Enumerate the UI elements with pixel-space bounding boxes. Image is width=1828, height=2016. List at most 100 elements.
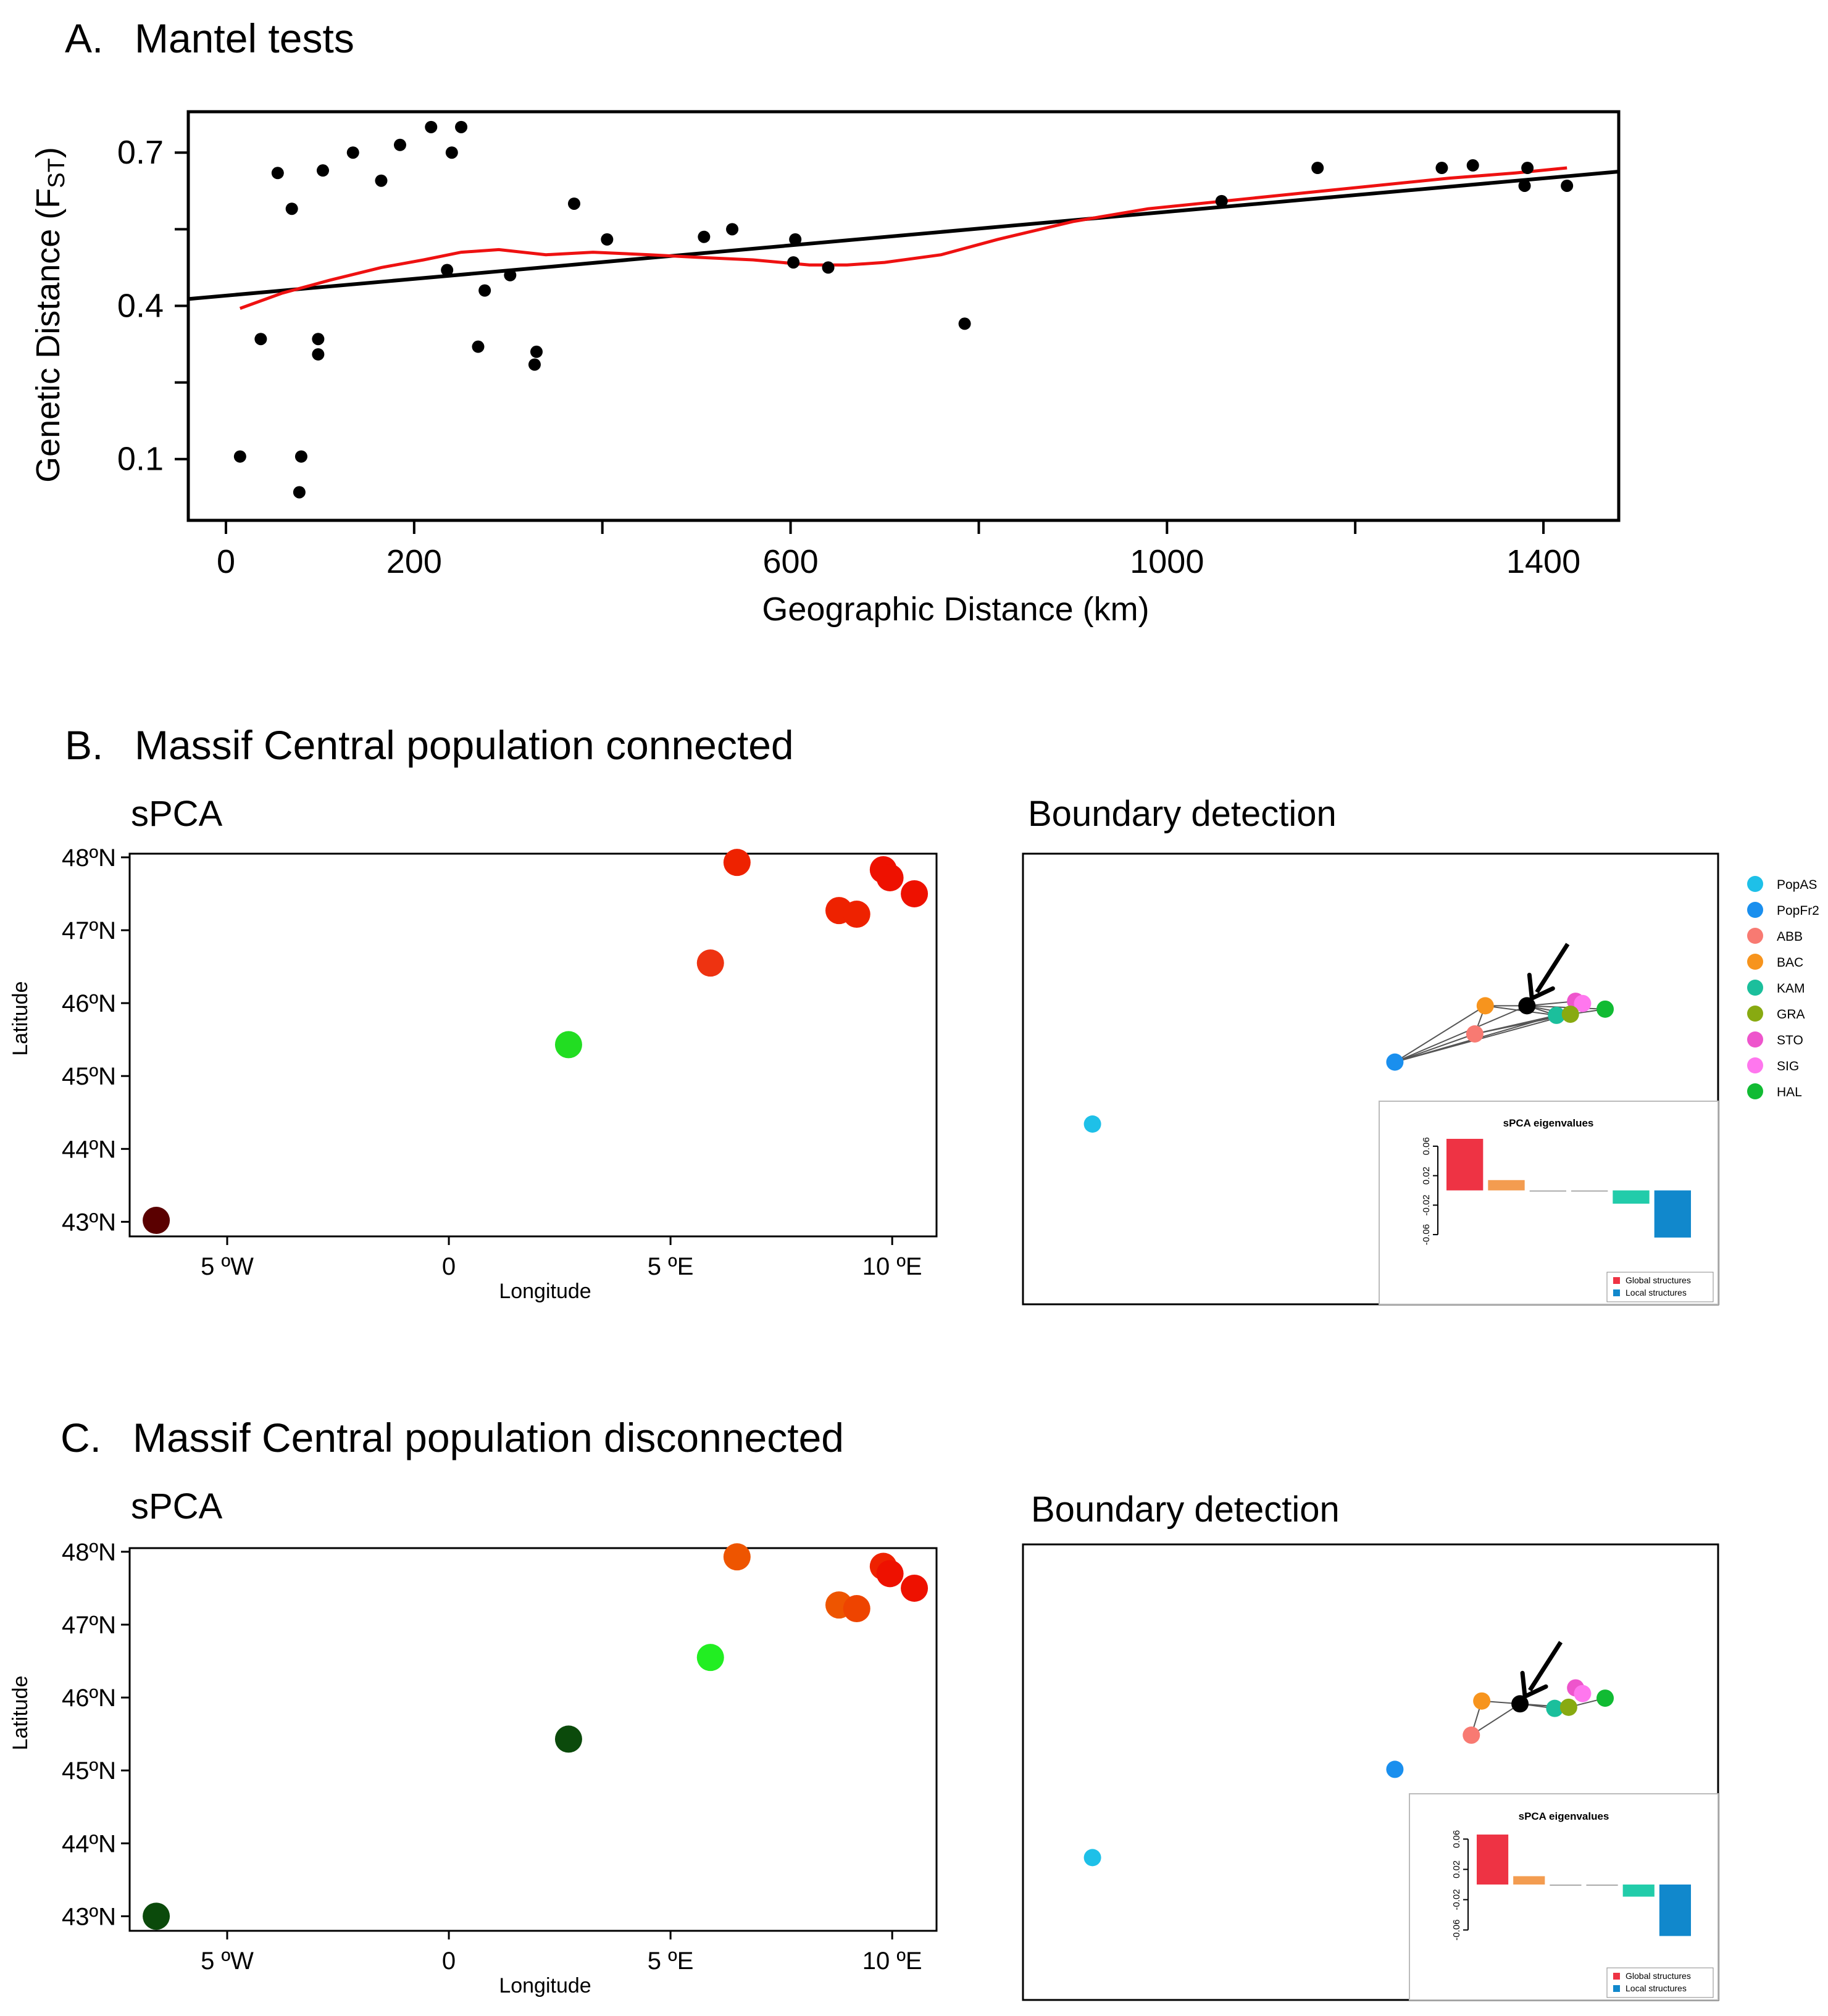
spca-connected-frame — [128, 852, 938, 1238]
spca-site-point — [696, 1644, 724, 1672]
panel-c-label: C. — [61, 1415, 101, 1460]
data-point — [393, 138, 406, 151]
spca-disconnected-map: Longitude Latitude 5 ºW 0 5 ºE 10 ºE 43ºN 44º… — [9, 1539, 938, 1997]
y-tick-label: 0.4 — [117, 287, 164, 324]
x-tick-label: 5 ºW — [201, 1253, 254, 1280]
data-point — [504, 269, 517, 281]
y-tick-label: 48ºN — [62, 1539, 116, 1566]
data-point — [285, 202, 298, 215]
data-point — [441, 264, 454, 277]
mantel-x-axis-label: Geographic Distance (km) — [762, 591, 1149, 628]
spca-site-point — [554, 1031, 582, 1059]
data-point — [1561, 179, 1574, 192]
spca-connected-map: Longitude Latitude 5 ºW 0 5 ºE 10 ºE 43ºN 44º… — [9, 844, 938, 1303]
data-point — [375, 174, 388, 187]
data-point — [1518, 179, 1531, 192]
y-tick-label: 43ºN — [62, 1209, 116, 1236]
legend-label: HAL — [1777, 1085, 1802, 1099]
data-point — [312, 348, 325, 361]
eigen-legend-swatch — [1613, 1985, 1620, 1992]
data-point — [294, 450, 307, 463]
boundary-connected-frame — [1022, 852, 1719, 1306]
boundary-disconnected-frame — [1022, 1543, 1719, 2001]
connection-edge — [1394, 1005, 1486, 1063]
eigen-y-tick-label: 0.06 — [1451, 1830, 1462, 1848]
spca-site-point — [143, 1207, 170, 1235]
connection-edge — [1395, 1005, 1527, 1063]
x-tick-label: 0 — [442, 1253, 456, 1280]
eigenvalue-bar — [1513, 1876, 1545, 1885]
legend-label: ABB — [1777, 930, 1803, 944]
x-tick-label: 1400 — [1506, 543, 1580, 580]
panel-b-label: B. — [65, 722, 103, 768]
eigen-legend-box — [1606, 1967, 1714, 1998]
spca-connected-title: sPCA — [131, 794, 223, 834]
data-point — [271, 167, 284, 180]
y-tick-label: 44ºN — [62, 1136, 116, 1163]
spca-site-point — [696, 949, 724, 977]
x-tick-label: 1000 — [1130, 543, 1204, 580]
y-tick-label: 48ºN — [62, 844, 116, 872]
spca-site-point — [723, 1543, 751, 1571]
data-point — [528, 358, 541, 371]
boundary-connected-title: Boundary detection — [1028, 794, 1337, 834]
spca-disconnected-frame — [128, 1547, 938, 1932]
data-point — [346, 146, 359, 159]
boundary-site-point — [1463, 1727, 1480, 1744]
data-point — [601, 233, 614, 246]
eigenvalue-bar — [1586, 1885, 1618, 1886]
spca-site-point — [901, 1574, 929, 1602]
x-tick-label: 10 ºE — [862, 1947, 922, 1975]
legend-label: BAC — [1777, 956, 1803, 970]
boundary-site-point — [1476, 997, 1494, 1015]
site-legend: PopAS PopFr2 ABB BAC KAM GRA STO SIG HAL — [1747, 876, 1819, 1099]
connection-edge — [1395, 1014, 1571, 1063]
data-point — [726, 223, 739, 236]
spca-connected-y-label: Latitude — [9, 981, 32, 1056]
data-point — [316, 164, 329, 177]
boundary-site-point — [1548, 1006, 1566, 1024]
eigenvalue-bar — [1550, 1885, 1582, 1886]
legend-label: PopFr2 — [1777, 904, 1819, 918]
eigenvalue-bar — [1654, 1190, 1691, 1238]
spca-disconnected-y-label: Latitude — [9, 1676, 32, 1751]
legend-swatch — [1747, 876, 1763, 892]
x-tick-label: 200 — [386, 543, 442, 580]
eigenvalue-bar — [1446, 1138, 1484, 1191]
eigen-legend-label: Local structures — [1626, 1288, 1687, 1297]
legend-label: KAM — [1777, 981, 1805, 996]
data-point — [958, 317, 971, 330]
legend-label: PopAS — [1777, 878, 1817, 892]
eigenvalue-bar — [1571, 1190, 1608, 1192]
regression-line — [188, 170, 1619, 301]
legend-swatch — [1747, 1057, 1763, 1073]
boundary-site-point — [1574, 1685, 1592, 1702]
boundary-disconnected-title: Boundary detection — [1031, 1489, 1340, 1530]
legend-label: SIG — [1777, 1059, 1799, 1073]
eigen-y-tick-label: 0.02 — [1451, 1860, 1462, 1878]
boundary-disconnected-map: sPCA eigenvalues 0.06 0.02 -0.02 -0.06 Globa… — [1022, 1543, 1719, 2001]
x-tick-label: 600 — [763, 543, 819, 580]
spca-disconnected-x-label: Longitude — [499, 1974, 591, 1997]
boundary-site-point — [1473, 1692, 1491, 1710]
panel-a-label: A. — [65, 15, 103, 61]
y-tick-label: 0.1 — [117, 441, 164, 478]
y-tick-label: 46ºN — [62, 990, 116, 1017]
data-point — [1466, 159, 1479, 172]
eigen-y-tick-label: -0.06 — [1421, 1224, 1432, 1245]
y-tick-label: 47ºN — [62, 1612, 116, 1639]
boundary-site-point — [1083, 1849, 1101, 1867]
legend-swatch — [1747, 1031, 1763, 1048]
y-tick-label: 44ºN — [62, 1830, 116, 1857]
legend-swatch — [1747, 1083, 1763, 1099]
connection-edge — [1471, 1703, 1521, 1736]
eigenvalue-bar — [1622, 1885, 1655, 1897]
eigen-y-tick-label: 0.02 — [1421, 1167, 1432, 1185]
data-point — [254, 333, 267, 346]
eigenvalue-bar — [1529, 1190, 1566, 1192]
data-point — [1311, 162, 1324, 175]
x-tick-label: 5 ºW — [201, 1947, 254, 1975]
eigen-y-tick-label: -0.02 — [1451, 1889, 1462, 1910]
eigen-inset-connected: sPCA eigenvalues 0.06 0.02 -0.02 -0.06 Globa… — [1379, 1101, 1719, 1305]
data-point — [478, 284, 491, 297]
